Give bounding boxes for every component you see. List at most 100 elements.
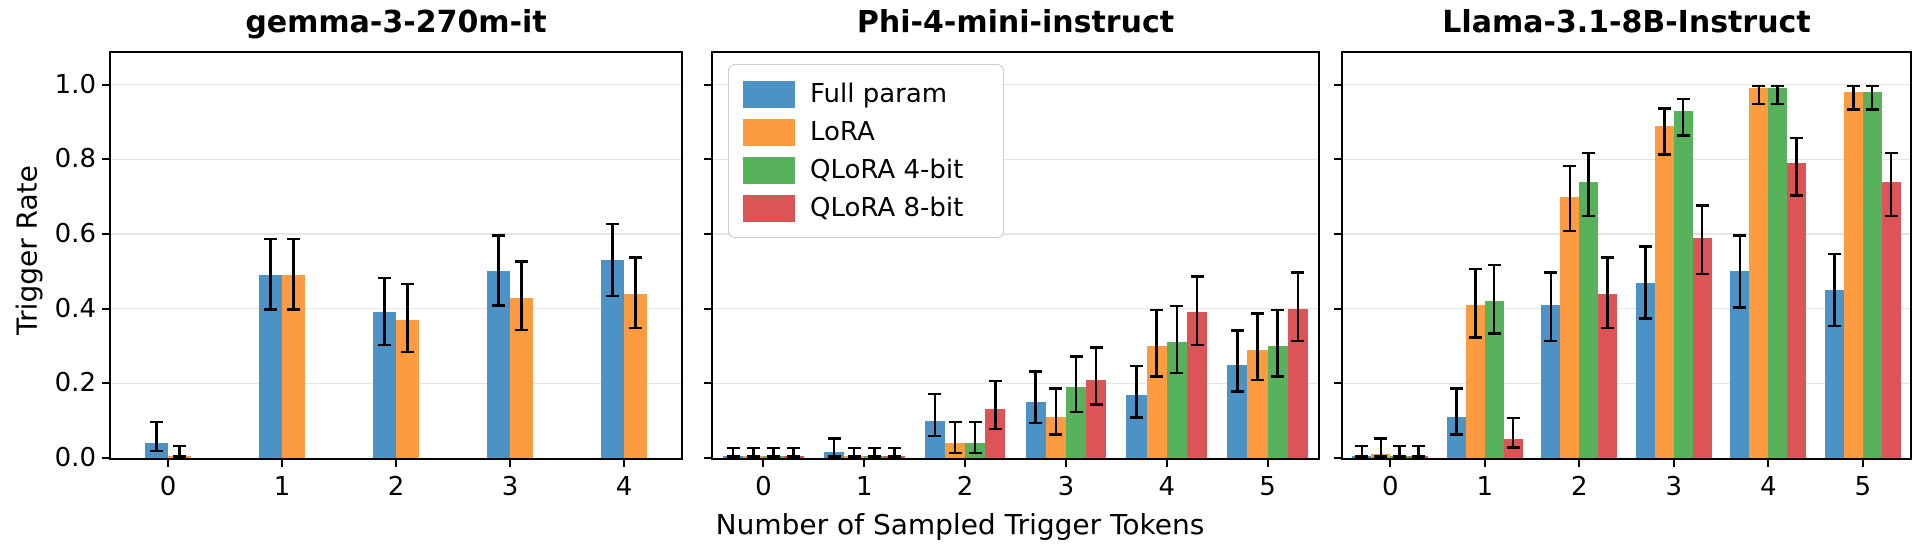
bar — [487, 271, 510, 458]
error-bar — [1752, 84, 1766, 106]
error-bar-cap-bottom — [1657, 153, 1671, 156]
error-bar-cap-bottom — [1393, 455, 1407, 458]
gridline — [1343, 83, 1910, 86]
error-bar — [888, 446, 901, 458]
error-bar-cap-bottom — [628, 326, 642, 330]
error-bar-cap-top — [867, 446, 881, 450]
x-tick-label: 5 — [1854, 472, 1872, 502]
bar — [985, 409, 1006, 458]
gridline — [713, 83, 1318, 86]
gridline — [1343, 233, 1910, 235]
error-bar-line — [611, 222, 614, 298]
error-bar-line — [155, 420, 158, 453]
error-bar — [1733, 234, 1747, 309]
subplot-title: gemma-3-270m-it — [245, 5, 547, 40]
gridline — [111, 158, 681, 161]
x-tick-mark — [1389, 458, 1392, 467]
bar — [1843, 92, 1863, 458]
error-bar — [1544, 271, 1558, 343]
plot-area: 0 1 2 3 4 5 Full param LoRA QLoRA 4-bit QLoRA 8-b… — [704, 51, 1320, 502]
bar — [396, 319, 419, 458]
error-bar — [286, 237, 300, 311]
error-bar-line — [1492, 263, 1496, 335]
error-bar — [746, 446, 760, 458]
x-tick-mark — [623, 458, 625, 467]
gridline — [713, 158, 1318, 161]
error-bar-cap-top — [1676, 97, 1690, 101]
y-tick-label: 1.0 — [54, 69, 96, 100]
x-tick-label: 3 — [1665, 472, 1683, 502]
legend-label: QLoRA 4-bit — [810, 155, 964, 185]
error-bar-cap-top — [1506, 416, 1520, 420]
error-bar-cap-bottom — [264, 308, 278, 311]
bar — [1503, 439, 1523, 458]
y-tick-mark — [1334, 158, 1343, 161]
y-tick-mark — [704, 457, 713, 459]
bar — [1862, 92, 1882, 458]
bar — [1673, 110, 1693, 458]
error-bar-line — [1379, 437, 1383, 458]
error-bar-line — [1568, 164, 1572, 233]
error-bar-cap-top — [1029, 370, 1043, 373]
y-axis-label: Trigger Rate — [10, 165, 44, 335]
bar — [1560, 196, 1580, 458]
error-bar-cap-top — [378, 276, 392, 280]
error-bar — [172, 444, 186, 458]
error-bar-line — [1870, 84, 1874, 111]
error-bar-line — [1644, 245, 1647, 320]
error-bar-line — [1474, 267, 1477, 339]
y-tick-label: 0.2 — [54, 368, 96, 399]
error-bar-cap-bottom — [1130, 416, 1143, 419]
error-bar-cap-top — [1089, 346, 1103, 349]
error-bar — [1170, 304, 1184, 374]
error-bar — [1506, 416, 1520, 449]
error-bar-cap-bottom — [948, 451, 962, 455]
error-bar-line — [178, 444, 181, 458]
error-bar-cap-top — [1544, 271, 1558, 274]
error-bar — [827, 437, 841, 458]
y-tick-mark — [1334, 307, 1343, 310]
legend-entry: LoRA — [743, 113, 989, 151]
legend-label: QLoRA 8-bit — [810, 193, 964, 223]
error-bar-cap-bottom — [1884, 214, 1898, 218]
error-bar — [1412, 444, 1426, 458]
error-bar-cap-top — [1582, 151, 1596, 155]
gridline — [111, 307, 681, 310]
x-tick-label: 4 — [1158, 472, 1176, 502]
error-bar-line — [752, 446, 755, 458]
error-bar — [1029, 370, 1043, 425]
y-tick-label: 0.0 — [54, 443, 96, 473]
error-bar-cap-top — [1865, 84, 1879, 88]
error-bar-cap-top — [1695, 204, 1709, 207]
error-bar-cap-top — [1130, 364, 1143, 368]
error-bar — [1563, 164, 1577, 233]
x-axis-label: Number of Sampled Trigger Tokens — [715, 508, 1205, 541]
error-bar — [1638, 245, 1652, 320]
y-tick-mark — [1334, 83, 1343, 86]
subplot-llama-3.1-8b-instruct: Llama-3.1-8B-Instruct 0 1 2 3 4 5 — [1334, 5, 1912, 502]
error-bar-cap-top — [1393, 444, 1407, 448]
error-bar-line — [1663, 107, 1666, 156]
error-bar-line — [1094, 346, 1098, 406]
error-bar-cap-bottom — [1449, 433, 1463, 436]
error-bar — [1355, 444, 1369, 458]
error-bar — [1150, 308, 1164, 378]
error-bar-cap-top — [172, 444, 186, 448]
error-bar-cap-bottom — [1601, 326, 1615, 330]
error-bar-cap-bottom — [1468, 336, 1482, 339]
error-bar-line — [1034, 370, 1037, 425]
x-tick-mark — [1672, 458, 1675, 467]
x-tick-mark — [1578, 458, 1581, 467]
error-bar-line — [873, 446, 876, 458]
error-bar-line — [1417, 444, 1420, 458]
error-bar-line — [973, 420, 977, 455]
y-tick-mark — [102, 457, 111, 459]
bar — [1787, 163, 1807, 458]
error-bar-cap-top — [847, 446, 861, 450]
error-bar — [1601, 256, 1615, 330]
error-bar-cap-bottom — [988, 427, 1002, 430]
y-tick-mark — [704, 158, 713, 161]
error-bar — [1089, 346, 1103, 406]
error-bar — [1069, 355, 1083, 414]
error-bar-cap-bottom — [1374, 455, 1388, 458]
